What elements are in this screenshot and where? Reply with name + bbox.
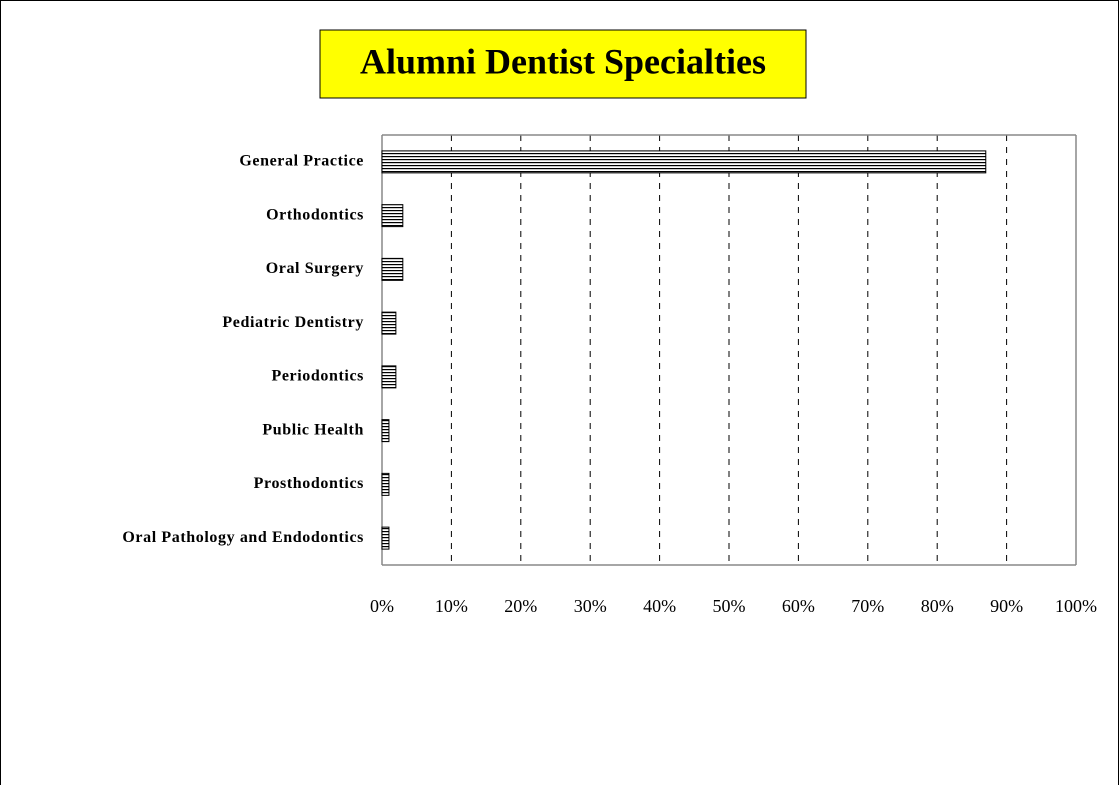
- y-tick-label: Pediatric Dentistry: [222, 314, 364, 331]
- bar: [381, 365, 397, 389]
- y-tick-label: Orthodontics: [266, 206, 364, 223]
- chart-title: Alumni Dentist Specialties: [360, 41, 766, 81]
- y-tick-label: General Practice: [239, 153, 364, 170]
- bar: [381, 311, 397, 335]
- x-tick-label: 90%: [990, 596, 1023, 616]
- x-tick-label: 60%: [782, 596, 815, 616]
- x-tick-label: 0%: [370, 596, 394, 616]
- x-tick-label: 50%: [713, 596, 746, 616]
- x-tick-label: 80%: [921, 596, 954, 616]
- y-tick-label: Public Health: [262, 421, 364, 438]
- x-tick-label: 20%: [504, 596, 537, 616]
- x-tick-label: 30%: [574, 596, 607, 616]
- bar: [381, 472, 390, 496]
- y-tick-label: Prosthodontics: [254, 475, 364, 492]
- x-tick-label: 70%: [851, 596, 884, 616]
- bar: [381, 526, 390, 550]
- bar: [381, 419, 390, 443]
- bar: [381, 150, 987, 174]
- bar: [381, 257, 404, 281]
- x-tick-label: 10%: [435, 596, 468, 616]
- y-tick-label: Oral Surgery: [266, 260, 364, 277]
- bar: [381, 204, 404, 228]
- y-tick-label: Periodontics: [271, 368, 364, 385]
- x-tick-label: 100%: [1055, 596, 1097, 616]
- y-tick-label: Oral Pathology and Endodontics: [122, 529, 364, 546]
- title-box: [319, 29, 807, 99]
- x-tick-label: 40%: [643, 596, 676, 616]
